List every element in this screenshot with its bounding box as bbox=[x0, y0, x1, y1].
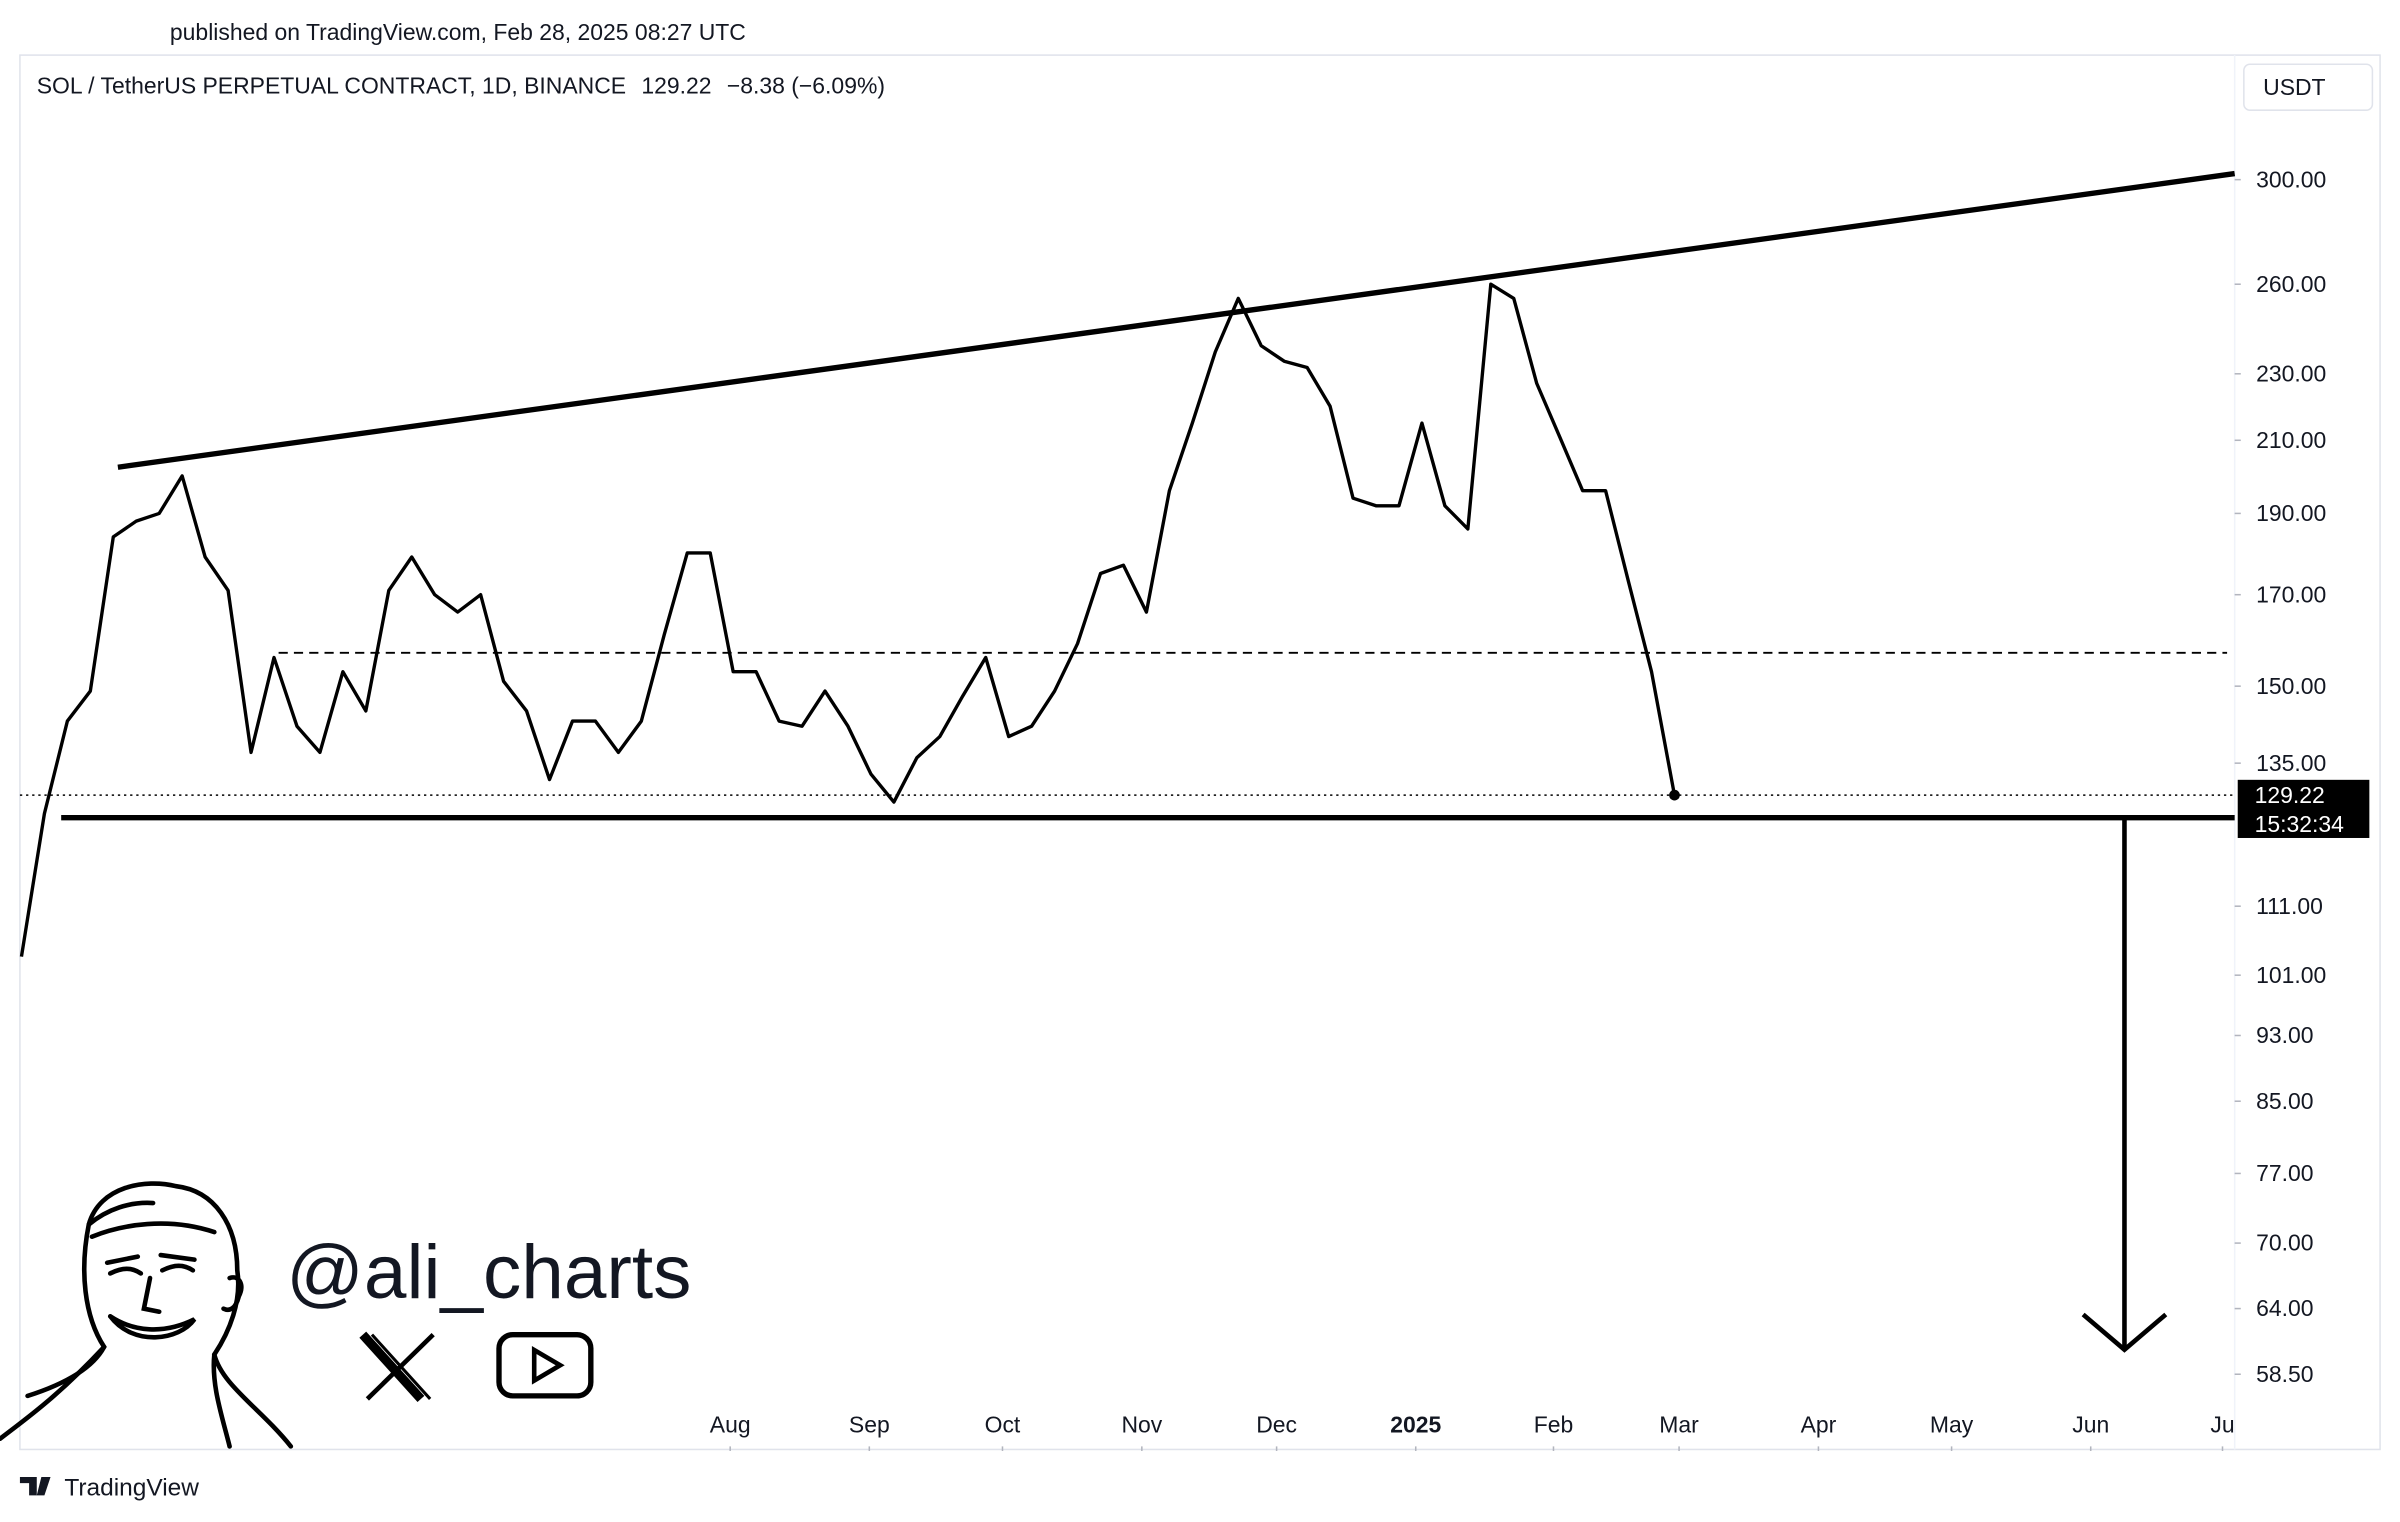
published-note: published on TradingView.com, Feb 28, 20… bbox=[170, 19, 746, 45]
x-tick-label: Ju bbox=[2210, 1412, 2234, 1438]
footer-brand[interactable]: TradingView bbox=[64, 1474, 199, 1501]
y-tick-label: 111.00 bbox=[2256, 893, 2323, 919]
symbol: SOL / TetherUS PERPETUAL CONTRACT, 1D, B… bbox=[37, 72, 626, 98]
last-price: 129.22 bbox=[641, 72, 711, 98]
chart-frame bbox=[19, 54, 2381, 1451]
price-badge-countdown: 15:32:34 bbox=[2255, 811, 2345, 837]
x-tick-label: May bbox=[1930, 1412, 1974, 1438]
x-tick-label: Jun bbox=[2072, 1412, 2109, 1438]
y-tick-label: 77.00 bbox=[2256, 1160, 2313, 1186]
y-tick-label: 150.00 bbox=[2256, 673, 2326, 699]
x-tick-label: Apr bbox=[1801, 1412, 1837, 1438]
youtube-logo[interactable] bbox=[496, 1331, 594, 1399]
price-change: −8.38 (−6.09%) bbox=[727, 72, 885, 98]
x-tick-label: Mar bbox=[1659, 1412, 1699, 1438]
x-tick-label: Sep bbox=[849, 1412, 890, 1438]
y-tick-label: 300.00 bbox=[2256, 166, 2326, 192]
x-tick-label: Aug bbox=[710, 1412, 751, 1438]
price-badge-value: 129.22 bbox=[2255, 782, 2325, 808]
chart-header: SOL / TetherUS PERPETUAL CONTRACT, 1D, B… bbox=[37, 72, 885, 98]
price-badge bbox=[2237, 779, 2370, 838]
currency-label[interactable]: USDT bbox=[2263, 74, 2325, 100]
y-tick-label: 93.00 bbox=[2256, 1022, 2313, 1048]
x-tick-label: Dec bbox=[1256, 1412, 1297, 1438]
footer-logo[interactable]: TradingView bbox=[19, 1474, 199, 1501]
y-tick-label: 85.00 bbox=[2256, 1088, 2313, 1114]
y-tick-label: 230.00 bbox=[2256, 360, 2326, 386]
resistance-line bbox=[117, 170, 2236, 470]
y-tick-label: 260.00 bbox=[2256, 271, 2326, 297]
price-line bbox=[19, 282, 1677, 957]
x-tick-label: Feb bbox=[1534, 1412, 1574, 1438]
y-tick-label: 58.50 bbox=[2256, 1361, 2313, 1387]
y-tick-label: 210.00 bbox=[2256, 427, 2326, 453]
currency-button[interactable] bbox=[2243, 63, 2374, 111]
y-tick-label: 190.00 bbox=[2256, 500, 2326, 526]
avatar bbox=[0, 1181, 294, 1449]
target-arrow-head bbox=[2081, 1312, 2168, 1353]
x-tick-label: Oct bbox=[985, 1412, 1021, 1438]
y-tick-label: 135.00 bbox=[2256, 750, 2326, 776]
y-tick-label: 170.00 bbox=[2256, 581, 2326, 607]
y-tick-label: 70.00 bbox=[2256, 1230, 2313, 1256]
last-point bbox=[1669, 789, 1680, 801]
y-tick-label: 64.00 bbox=[2256, 1295, 2313, 1321]
x-tick-label: Nov bbox=[1121, 1412, 1162, 1438]
x-tick-label: 2025 bbox=[1390, 1412, 1441, 1438]
y-tick-label: 101.00 bbox=[2256, 962, 2326, 988]
watermark-handle: @ali_charts bbox=[286, 1230, 691, 1315]
x-logo[interactable] bbox=[359, 1331, 435, 1403]
